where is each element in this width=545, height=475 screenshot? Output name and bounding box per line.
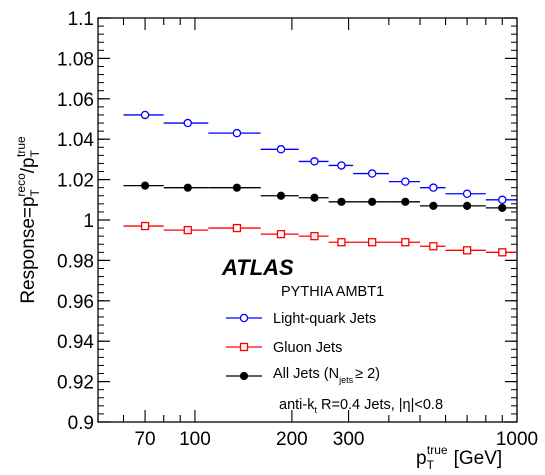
x-tick-label: 1000 (496, 429, 538, 450)
y-tick-label: 1.02 (57, 171, 94, 192)
x-tick-label: 300 (333, 429, 365, 450)
data-point (462, 189, 472, 198)
data-point (310, 157, 319, 166)
data-point (232, 128, 242, 138)
data-point (183, 225, 192, 235)
legend-marker-light-quark (239, 313, 249, 323)
data-point (367, 238, 377, 247)
legend-entry-light-quark: Light-quark Jets (226, 311, 376, 327)
data-point (401, 177, 410, 186)
y-tick-label: 1.08 (57, 49, 94, 70)
data-point (401, 197, 410, 206)
legend: Light-quark Jets Gluon Jets All Jets (Nj… (226, 311, 380, 385)
x-tick-label: 70 (134, 429, 155, 450)
data-point (232, 223, 242, 233)
generator-label: PYTHIA AMBT1 (281, 284, 384, 300)
data-point (276, 145, 286, 154)
data-point (429, 183, 438, 192)
data-point (337, 161, 346, 170)
data-point (498, 248, 507, 257)
legend-label-light-quark: Light-quark Jets (273, 311, 376, 327)
atlas-label: ATLAS (221, 255, 294, 280)
data-point (498, 203, 507, 212)
y-tick-label: 0.94 (57, 332, 94, 353)
data-point (140, 181, 150, 190)
plot-frame (97, 17, 518, 423)
data-point (429, 242, 438, 251)
legend-marker-gluon (239, 342, 249, 352)
series-layer (123, 110, 517, 257)
data-point (140, 110, 150, 120)
y-tick-label: 0.9 (68, 413, 94, 434)
data-point (368, 197, 377, 206)
y-tick-label: 1.04 (57, 130, 94, 151)
legend-label-gluon: Gluon Jets (273, 340, 342, 356)
y-tick-label: 0.96 (57, 292, 94, 313)
data-point (310, 232, 319, 241)
data-point (183, 183, 192, 192)
data-point (462, 246, 472, 255)
data-point (140, 221, 150, 231)
series-0 (123, 110, 517, 205)
x-axis-label: pTtrue [GeV] (416, 443, 502, 472)
y-tick-label: 1 (83, 211, 94, 232)
data-point (276, 229, 286, 239)
data-point (276, 191, 286, 200)
legend-entry-gluon: Gluon Jets (226, 340, 342, 356)
jet-definition-label: anti-kt R=0.4 Jets, |η|<0.8 (279, 397, 443, 415)
data-point (337, 197, 346, 206)
x-tick-label: 100 (179, 429, 211, 450)
data-point (498, 195, 507, 205)
data-point (429, 201, 438, 210)
y-tick-label: 1.06 (57, 90, 94, 111)
y-axis-label: Response=pTreco/pTtrue (14, 136, 42, 304)
data-point (463, 201, 472, 210)
data-point (367, 169, 377, 178)
x-tick-label: 200 (276, 429, 308, 450)
y-tick-label: 0.92 (57, 373, 94, 394)
series-1 (123, 221, 517, 257)
axis-ticks: 0.9 0.92 0.94 0.96 0.98 1 1.02 1.04 1.06 1.08 1.1 7… (57, 9, 538, 450)
legend-entry-all-jets: All Jets (Njets ≥ 2) (226, 366, 380, 385)
data-point (183, 118, 193, 128)
y-tick-label: 0.98 (57, 251, 94, 272)
series-2 (123, 181, 517, 212)
legend-marker-all-jets (239, 371, 249, 381)
y-tick-label: 1.1 (68, 9, 94, 30)
data-point (401, 238, 410, 247)
data-point (337, 238, 346, 247)
data-point (310, 193, 319, 202)
legend-label-all-jets: All Jets (Njets ≥ 2) (273, 366, 380, 385)
data-point (232, 183, 242, 192)
